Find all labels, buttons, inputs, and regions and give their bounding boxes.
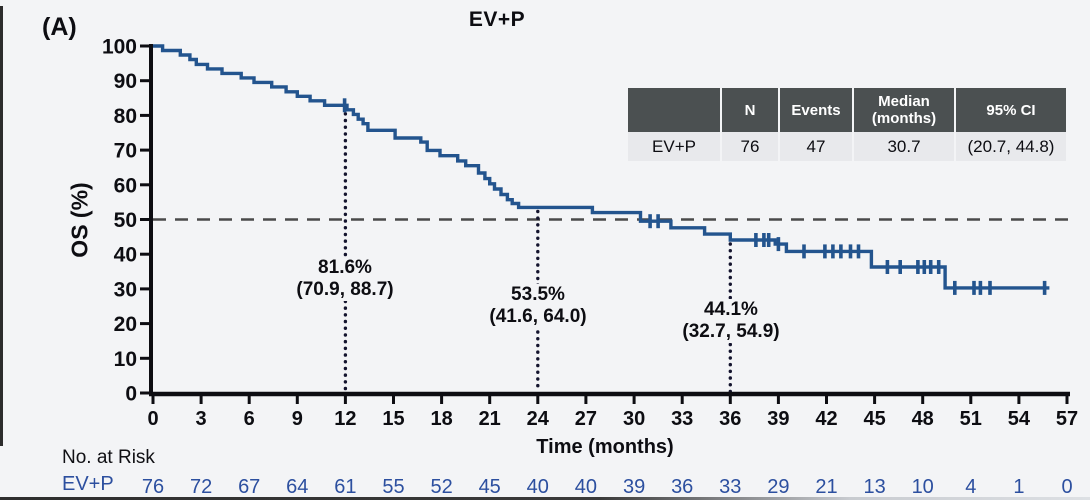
at-risk-value-3mo: 72 — [190, 476, 212, 498]
chart-title: EV+P — [468, 8, 526, 31]
screenshot-left-edge — [0, 6, 3, 446]
at-risk-value-24mo: 40 — [527, 476, 549, 498]
x-tick-label-24: 24 — [527, 408, 550, 430]
y-tick-label-100: 100 — [102, 36, 137, 59]
summary-cell-events: 47 — [780, 132, 852, 161]
at-risk-value-27mo: 40 — [575, 476, 597, 498]
x-tick-label-18: 18 — [430, 408, 452, 430]
x-tick-label-0: 0 — [147, 408, 158, 430]
at-risk-value-6mo: 67 — [238, 476, 260, 498]
x-tick-label-27: 27 — [575, 408, 597, 430]
at-risk-value-36mo: 33 — [719, 476, 741, 498]
at-risk-series-label: EV+P — [62, 473, 114, 495]
at-risk-value-39mo: 29 — [767, 476, 789, 498]
landmark-12mo: 81.6% (70.9, 88.7) — [292, 257, 398, 301]
summary-table: N Events Median (months) 95% CI EV+P 76 … — [628, 88, 1066, 161]
x-axis-label: Time (months) — [536, 436, 674, 458]
at-risk-value-48mo: 10 — [912, 476, 934, 498]
y-tick-label-70: 70 — [114, 140, 137, 163]
km-curve-ev-p — [153, 44, 1050, 290]
landmark-12mo-value: 81.6% — [318, 257, 372, 278]
x-tick-label-57: 57 — [1056, 408, 1078, 430]
x-tick-label-36: 36 — [719, 408, 741, 430]
y-tick-label-20: 20 — [114, 313, 137, 336]
landmark-24mo-value: 53.5% — [511, 284, 565, 305]
at-risk-label: No. at Risk — [62, 447, 155, 468]
x-tick-label-33: 33 — [671, 408, 693, 430]
summary-cell-ci: (20.7, 44.8) — [956, 132, 1066, 161]
summary-header-n: N — [722, 88, 778, 132]
y-tick-label-90: 90 — [114, 70, 137, 93]
x-tick-label-3: 3 — [196, 408, 207, 430]
landmark-24mo-ci: (41.6, 64.0) — [489, 306, 587, 327]
screenshot-bottom-edge — [0, 497, 1090, 500]
summary-table-data-row: EV+P 76 47 30.7 (20.7, 44.8) — [628, 132, 1066, 161]
at-risk-value-12mo: 61 — [334, 476, 356, 498]
x-tick-label-39: 39 — [767, 408, 789, 430]
summary-header-events: Events — [780, 88, 852, 132]
at-risk-value-33mo: 36 — [671, 476, 693, 498]
x-tick-label-15: 15 — [382, 408, 404, 430]
at-risk-value-45mo: 13 — [863, 476, 885, 498]
at-risk-value-15mo: 55 — [382, 476, 404, 498]
at-risk-value-51mo: 4 — [965, 476, 976, 498]
y-tick-label-30: 30 — [114, 278, 137, 301]
landmark-36mo-value: 44.1% — [704, 299, 758, 320]
landmark-36mo: 44.1% (32.7, 54.9) — [678, 299, 784, 343]
summary-cell-n: 76 — [722, 132, 778, 161]
at-risk-value-30mo: 39 — [623, 476, 645, 498]
landmark-24mo: 53.5% (41.6, 64.0) — [485, 284, 591, 328]
summary-header-ci: 95% CI — [956, 88, 1066, 132]
x-tick-label-9: 9 — [292, 408, 303, 430]
at-risk-value-21mo: 45 — [479, 476, 501, 498]
x-tick-label-42: 42 — [815, 408, 837, 430]
landmark-36mo-ci: (32.7, 54.9) — [682, 321, 780, 342]
landmark-12mo-ci: (70.9, 88.7) — [296, 279, 394, 300]
x-tick-label-6: 6 — [244, 408, 255, 430]
at-risk-value-57mo: 0 — [1061, 476, 1072, 498]
at-risk-value-42mo: 21 — [815, 476, 837, 498]
y-tick-label-10: 10 — [114, 348, 137, 371]
summary-header-median: Median (months) — [854, 88, 954, 132]
y-tick-label-50: 50 — [114, 209, 137, 232]
x-tick-label-54: 54 — [1008, 408, 1031, 430]
y-tick-label-80: 80 — [114, 105, 137, 128]
summary-cell-median: 30.7 — [854, 132, 954, 161]
at-risk-value-9mo: 64 — [286, 476, 308, 498]
y-tick-label-40: 40 — [114, 244, 137, 267]
y-axis-label: OS (%) — [66, 182, 93, 258]
x-tick-label-51: 51 — [960, 408, 982, 430]
y-tick-label-60: 60 — [114, 174, 137, 197]
at-risk-value-18mo: 52 — [430, 476, 452, 498]
x-tick-label-21: 21 — [479, 408, 501, 430]
summary-header-blank — [628, 88, 720, 132]
at-risk-value-54mo: 1 — [1013, 476, 1024, 498]
x-tick-label-30: 30 — [623, 408, 645, 430]
x-tick-label-48: 48 — [912, 408, 934, 430]
x-tick-label-45: 45 — [863, 408, 885, 430]
summary-cell-arm: EV+P — [628, 132, 720, 161]
x-tick-label-12: 12 — [334, 408, 356, 430]
y-tick-label-0: 0 — [125, 383, 137, 406]
panel-label: (A) — [42, 13, 77, 41]
at-risk-value-0mo: 76 — [142, 476, 164, 498]
summary-table-header-row: N Events Median (months) 95% CI — [628, 88, 1066, 132]
